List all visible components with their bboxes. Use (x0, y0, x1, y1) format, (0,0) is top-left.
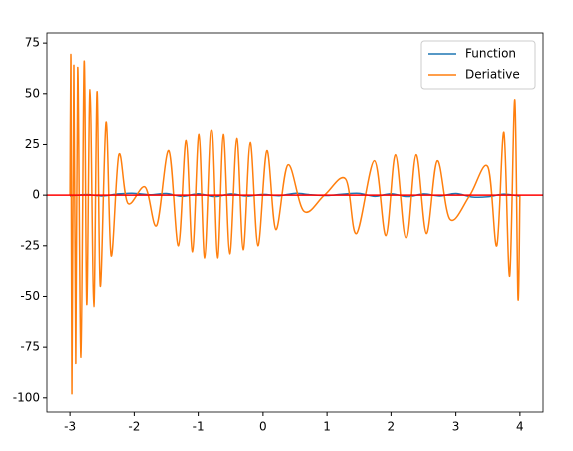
x-tick-label: 1 (323, 420, 331, 434)
legend-label: Deriative (465, 68, 520, 82)
y-tick-label: -25 (20, 238, 40, 252)
x-tick-label: 3 (452, 420, 460, 434)
y-tick-label: 75 (25, 36, 40, 50)
x-tick-label: 0 (259, 420, 267, 434)
y-tick-label: 50 (25, 86, 40, 100)
y-tick-label: -50 (20, 289, 40, 303)
y-tick-label: 0 (32, 188, 40, 202)
y-tick-label: -75 (20, 340, 40, 354)
x-tick-label: -1 (193, 420, 205, 434)
line (69, 54, 521, 395)
x-tick-label: 4 (516, 420, 524, 434)
x-tick-label: -2 (128, 420, 140, 434)
legend-label: Function (465, 47, 516, 61)
axes-frame (46, 32, 544, 413)
y-tick-label: 25 (25, 137, 40, 151)
legend-box (420, 40, 536, 90)
x-tick-label: 2 (388, 420, 396, 434)
plot (47, 54, 543, 395)
y-tick-label: -100 (13, 390, 40, 404)
x-tick-label: -3 (64, 420, 76, 434)
